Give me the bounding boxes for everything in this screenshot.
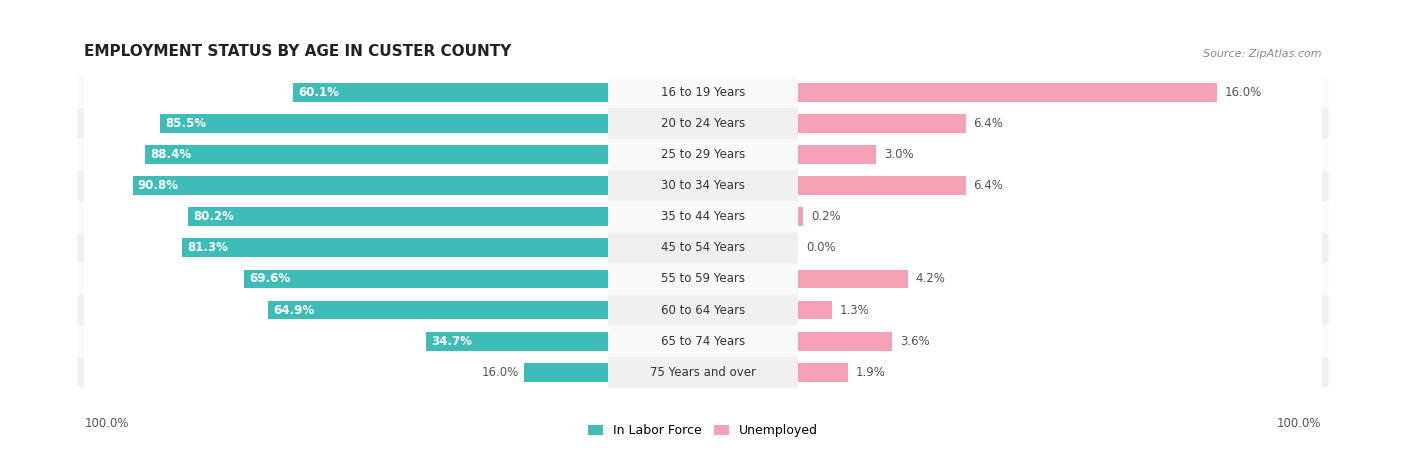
Text: 85.5%: 85.5% (166, 117, 207, 130)
Text: 100.0%: 100.0% (1277, 418, 1322, 430)
Text: 25 to 29 Years: 25 to 29 Years (661, 148, 745, 161)
Bar (160, 114, 607, 133)
Bar (797, 270, 908, 288)
Text: 30 to 34 Years: 30 to 34 Years (661, 179, 745, 192)
Bar (132, 176, 607, 195)
Bar (269, 301, 607, 319)
Bar (797, 207, 803, 226)
Bar (797, 363, 848, 382)
Text: 0.2%: 0.2% (811, 210, 841, 223)
Bar (294, 83, 607, 101)
Text: 35 to 44 Years: 35 to 44 Years (661, 210, 745, 223)
Text: 20 to 24 Years: 20 to 24 Years (661, 117, 745, 130)
Text: 55 to 59 Years: 55 to 59 Years (661, 272, 745, 285)
Text: 60 to 64 Years: 60 to 64 Years (661, 304, 745, 317)
Text: Source: ZipAtlas.com: Source: ZipAtlas.com (1204, 49, 1322, 59)
Bar (797, 332, 893, 350)
Bar (188, 207, 607, 226)
Bar (797, 301, 832, 319)
Text: EMPLOYMENT STATUS BY AGE IN CUSTER COUNTY: EMPLOYMENT STATUS BY AGE IN CUSTER COUNT… (84, 44, 512, 59)
Bar (797, 176, 966, 195)
Bar (797, 114, 966, 133)
Legend: In Labor Force, Unemployed: In Labor Force, Unemployed (583, 419, 823, 442)
Bar (243, 270, 607, 288)
Bar (183, 239, 607, 257)
Text: 0.0%: 0.0% (806, 241, 835, 254)
Text: 16.0%: 16.0% (482, 366, 519, 379)
Text: 3.0%: 3.0% (884, 148, 914, 161)
Bar (524, 363, 607, 382)
Text: 100.0%: 100.0% (84, 418, 129, 430)
Bar (797, 145, 876, 164)
Text: 45 to 54 Years: 45 to 54 Years (661, 241, 745, 254)
Text: 1.3%: 1.3% (839, 304, 869, 317)
Bar (797, 83, 1218, 101)
Text: 1.9%: 1.9% (855, 366, 886, 379)
Text: 6.4%: 6.4% (973, 179, 1004, 192)
Text: 81.3%: 81.3% (187, 241, 228, 254)
Text: 80.2%: 80.2% (193, 210, 235, 223)
Text: 88.4%: 88.4% (150, 148, 191, 161)
Text: 16.0%: 16.0% (1225, 86, 1263, 99)
Text: 60.1%: 60.1% (298, 86, 339, 99)
Text: 90.8%: 90.8% (138, 179, 179, 192)
Text: 69.6%: 69.6% (249, 272, 290, 285)
Text: 3.6%: 3.6% (900, 335, 929, 348)
Text: 65 to 74 Years: 65 to 74 Years (661, 335, 745, 348)
Text: 34.7%: 34.7% (432, 335, 472, 348)
Text: 64.9%: 64.9% (273, 304, 315, 317)
Bar (426, 332, 607, 350)
Text: 4.2%: 4.2% (915, 272, 946, 285)
Text: 6.4%: 6.4% (973, 117, 1004, 130)
Text: 16 to 19 Years: 16 to 19 Years (661, 86, 745, 99)
Text: 75 Years and over: 75 Years and over (650, 366, 756, 379)
Bar (145, 145, 607, 164)
